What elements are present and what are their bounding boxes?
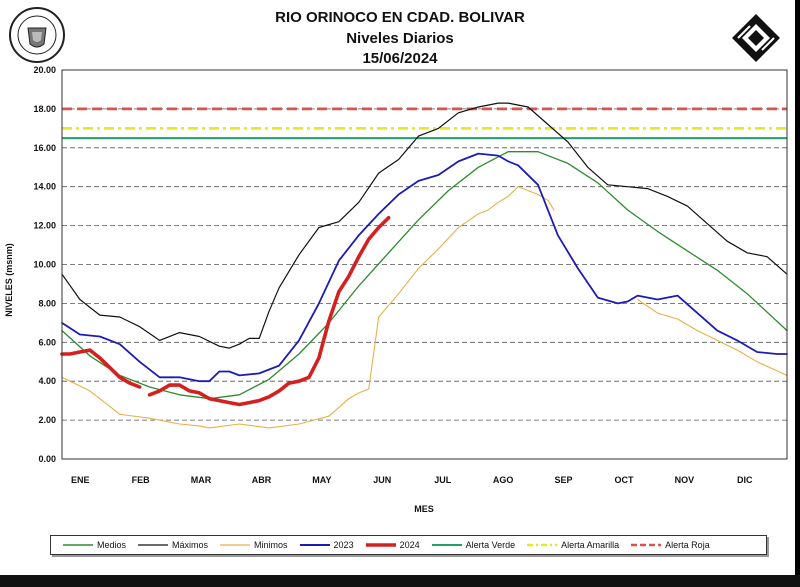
x-tick-label: NOV	[675, 475, 695, 485]
legend-swatch	[631, 543, 662, 547]
y-axis-label: NIVELES (msnm)	[4, 243, 14, 317]
legend-item-medios: Medios	[63, 540, 126, 550]
legend-swatch	[138, 544, 169, 546]
legend-label: 2023	[333, 540, 354, 550]
x-tick-label: ENE	[71, 475, 90, 485]
grid-layer	[62, 108, 787, 421]
y-tick-label: 18.00	[33, 104, 56, 114]
legend-label: 2024	[399, 540, 420, 550]
legend-label: Alerta Amarilla	[561, 540, 620, 550]
y-tick-label: 10.00	[33, 260, 56, 270]
legend-swatch	[365, 543, 396, 547]
legend-label: Medios	[97, 540, 127, 550]
legend-item-alerta-amarilla: Alerta Amarilla	[527, 540, 619, 550]
y-tick-label: 8.00	[38, 298, 56, 308]
legend-swatch	[431, 544, 462, 546]
series-line-máximos	[61, 102, 788, 349]
y-tick-labels: 0.00 2.00 4.00 6.00 8.00 10.00 12.00 14.00 16.00…	[33, 65, 56, 464]
y-tick-label: 6.00	[38, 337, 56, 347]
chart-date: 15/06/2024	[362, 50, 438, 67]
x-tick-label: MAR	[191, 475, 212, 485]
legend-swatch	[527, 543, 558, 547]
x-tick-label: JUL	[434, 475, 452, 485]
legend-item-2023: 2023	[299, 540, 354, 550]
y-tick-label: 14.00	[33, 182, 56, 192]
chart-title: RIO ORINOCO EN CDAD. BOLIVAR	[275, 9, 525, 26]
university-seal-logo	[9, 7, 65, 63]
x-tick-label: SEP	[555, 475, 573, 485]
institution-logo	[732, 14, 780, 62]
x-tick-labels: ENE FEB MAR ABR MAY JUN JUL AGO SEP OCT NOV DIC	[71, 475, 753, 485]
series-line-2023	[61, 152, 788, 383]
legend-swatch	[299, 544, 330, 546]
x-tick-label: OCT	[614, 475, 634, 485]
river-level-chart: 0.00 2.00 4.00 6.00 8.00 10.00 12.00 14.00 16.00…	[4, 65, 788, 514]
alert-lines	[62, 107, 787, 140]
x-tick-label: DIC	[737, 475, 753, 485]
chart-legend: Medios Máximos Minimos 2023 2024 Alerta …	[50, 535, 767, 555]
x-axis-label: MES	[414, 504, 434, 514]
y-tick-label: 16.00	[33, 143, 56, 153]
legend-swatch	[63, 544, 93, 546]
series-lines	[60, 102, 788, 429]
legend-item-minimos: Minimos	[220, 540, 288, 550]
y-tick-label: 0.00	[38, 454, 56, 464]
legend-label: Alerta Roja	[665, 540, 710, 550]
series-line-minimos	[61, 186, 555, 429]
x-tick-label: JUN	[373, 475, 391, 485]
series-line-2024	[60, 348, 142, 389]
y-tick-label: 4.00	[38, 376, 56, 386]
series-line-2024	[147, 216, 391, 407]
x-tick-label: ABR	[252, 475, 272, 485]
legend-item-maximos: Máximos	[138, 540, 208, 550]
legend-item-alerta-roja: Alerta Roja	[631, 540, 710, 550]
legend-item-alerta-verde: Alerta Verde	[431, 540, 516, 550]
series-line-minimos	[637, 298, 788, 376]
y-tick-label: 2.00	[38, 415, 56, 425]
x-tick-label: AGO	[493, 475, 514, 485]
legend-swatch	[220, 544, 251, 546]
x-tick-label: MAY	[312, 475, 331, 485]
chart-subtitle: Niveles Diarios	[346, 30, 454, 47]
series-line-medios	[61, 151, 788, 400]
legend-label: Minimos	[254, 540, 288, 550]
y-tick-label: 12.00	[33, 221, 56, 231]
legend-item-2024: 2024	[365, 540, 420, 550]
frame-right-edge	[795, 0, 800, 587]
legend-label: Alerta Verde	[465, 540, 516, 550]
y-tick-label: 20.00	[33, 65, 56, 75]
x-tick-label: FEB	[132, 475, 151, 485]
legend-label: Máximos	[172, 540, 209, 550]
frame-bottom-bar	[0, 575, 800, 587]
plot-area-border	[61, 69, 788, 460]
